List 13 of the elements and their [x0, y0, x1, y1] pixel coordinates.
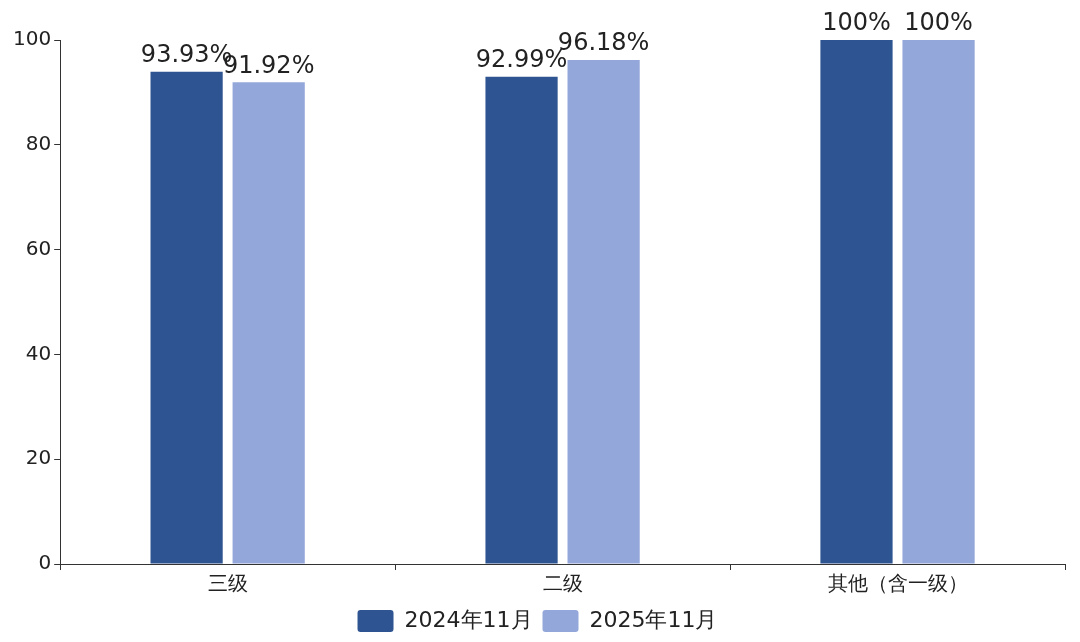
data-label: 100%	[904, 8, 973, 37]
data-label: 100%	[822, 8, 891, 37]
x-tick-label: 三级	[207, 571, 248, 596]
y-tick-label: 60	[25, 235, 52, 260]
legend-label: 2025年11月	[589, 606, 718, 632]
y-tick-label: 40	[25, 340, 52, 365]
y-tick-label: 100	[12, 26, 52, 51]
x-tick-label: 其他（含一级）	[827, 571, 968, 596]
y-tick-label: 0	[38, 550, 52, 575]
y-tick-label: 80	[25, 131, 52, 155]
x-tick-label: 二级	[542, 571, 583, 596]
y-tick-label: 20	[25, 445, 52, 470]
legend-label: 2024年11月	[404, 606, 533, 632]
